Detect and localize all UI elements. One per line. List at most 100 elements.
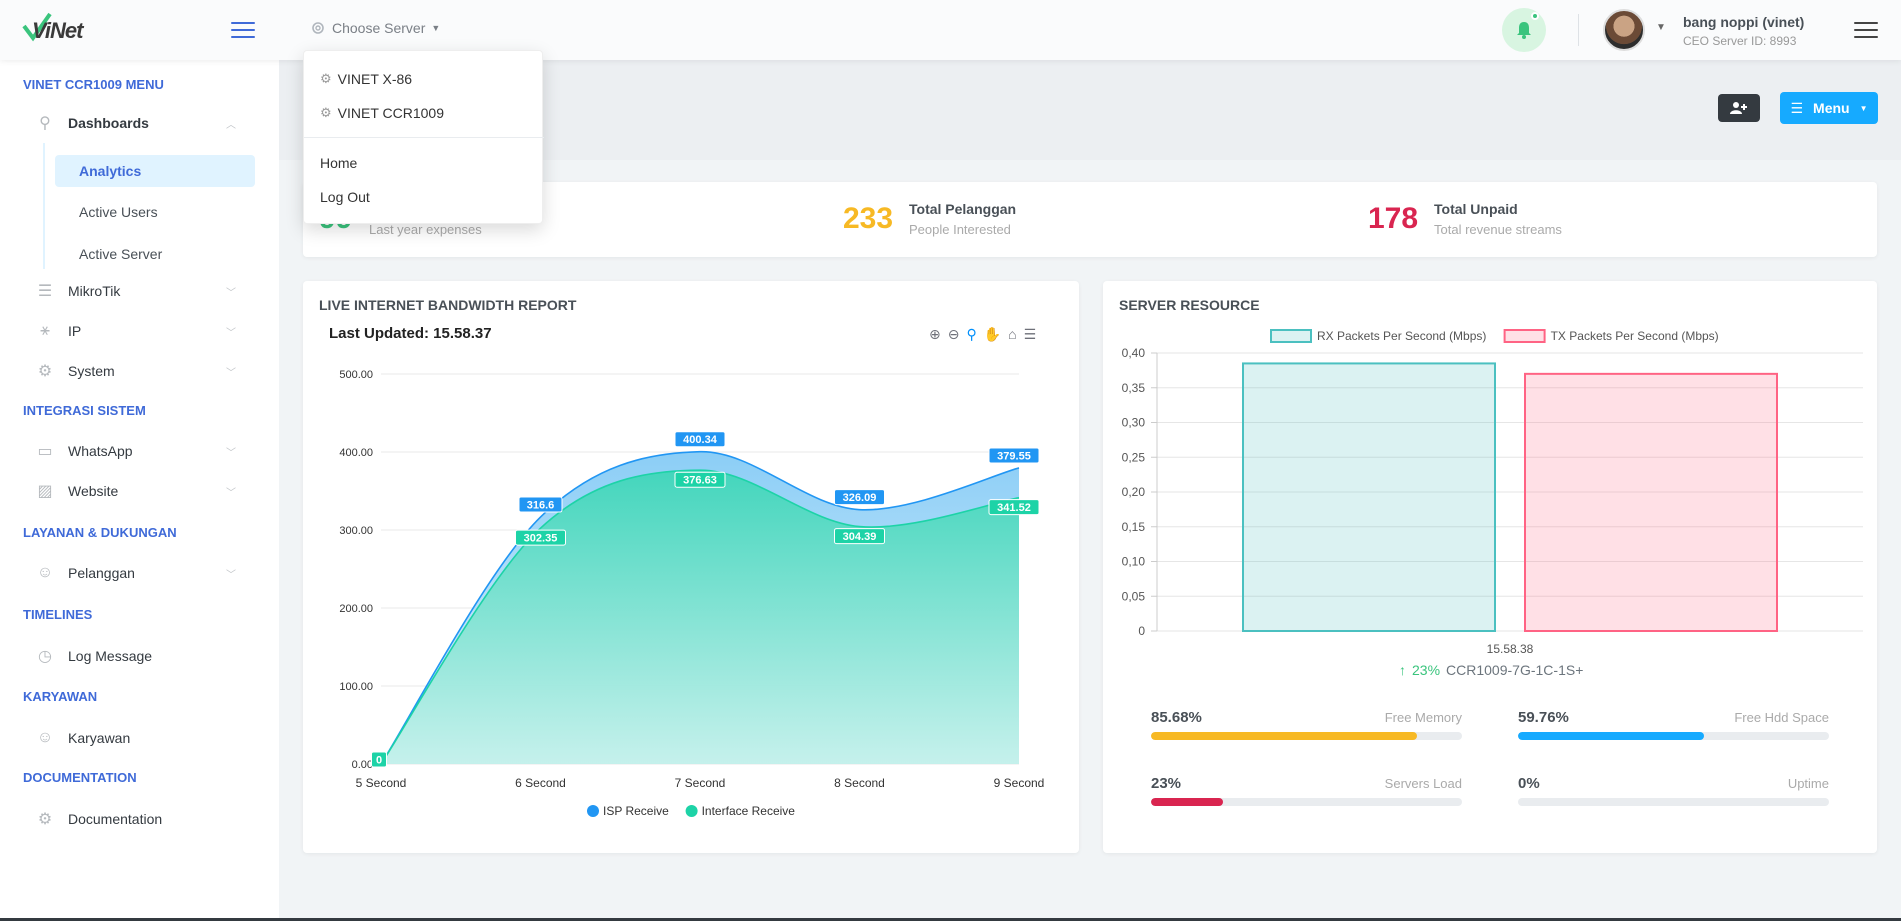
stat-sub: People Interested bbox=[909, 222, 1011, 237]
sidebar-subitem-analytics[interactable]: Analytics bbox=[55, 155, 255, 187]
server-resource-card: SERVER RESOURCE 0 0,05 0,10 0,15 0,20 0,25 0,3… bbox=[1103, 281, 1877, 853]
bottom-bar bbox=[0, 918, 1901, 921]
avatar[interactable] bbox=[1603, 9, 1645, 51]
progress-value: 0% bbox=[1518, 775, 1540, 792]
chevron-down-icon: ﹀ bbox=[226, 569, 236, 581]
stat-title: Total Pelanggan bbox=[909, 201, 1017, 217]
sidebar-item-label: Dashboards bbox=[68, 115, 149, 131]
sidebar-item-label: IP bbox=[68, 323, 82, 339]
bell-icon bbox=[1517, 22, 1531, 39]
caret-down-icon: ▼ bbox=[1859, 103, 1868, 113]
zoom-out-icon[interactable]: ⊖ bbox=[947, 326, 960, 342]
submenu-line bbox=[43, 143, 45, 269]
legend-marker bbox=[1503, 329, 1546, 343]
clock-icon: ◷ bbox=[38, 648, 52, 665]
network-icon: ⚹ bbox=[40, 322, 50, 339]
x-tick-label: 9 Second bbox=[994, 776, 1045, 790]
sidebar-item-log-message[interactable]: ◷ Log Message bbox=[34, 640, 246, 672]
section-documentation: DOCUMENTATION bbox=[23, 770, 137, 785]
home-reset-icon[interactable]: ⌂ bbox=[1008, 326, 1017, 342]
chevron-down-icon[interactable]: ▼ bbox=[1656, 22, 1666, 33]
notification-button[interactable] bbox=[1502, 8, 1546, 52]
list-icon: ☰ bbox=[1790, 99, 1804, 116]
sidebar-item-system[interactable]: ⚙ System ﹀ bbox=[34, 355, 246, 387]
y-tick-label: 0.00 bbox=[352, 759, 373, 771]
progress-bar bbox=[1518, 798, 1829, 806]
dropdown-item-label: VINET CCR1009 bbox=[337, 105, 444, 121]
data-label: 304.39 bbox=[843, 531, 877, 543]
sidebar-item-karyawan[interactable]: ☺ Karyawan bbox=[34, 722, 246, 754]
y-tick-label: 0,10 bbox=[1122, 555, 1146, 569]
x-tick-label: 7 Second bbox=[675, 776, 726, 790]
stat-value: 233 bbox=[843, 202, 894, 235]
chart-menu-icon[interactable]: ☰ bbox=[1023, 326, 1037, 342]
progress-bar bbox=[1151, 732, 1462, 740]
legend-marker bbox=[685, 805, 698, 817]
dropdown-item-home[interactable]: Home bbox=[320, 155, 358, 171]
legend-label: TX Packets Per Second (Mbps) bbox=[1551, 329, 1719, 343]
chevron-down-icon: ﹀ bbox=[226, 367, 236, 379]
dropdown-item-vinet-x86[interactable]: ⚙ VINET X-86 bbox=[320, 71, 412, 87]
sidebar-item-mikrotik[interactable]: ☰ MikroTik ﹀ bbox=[34, 275, 246, 307]
data-label-bg bbox=[834, 489, 885, 506]
y-tick-label: 0 bbox=[1138, 624, 1145, 638]
add-user-button[interactable] bbox=[1718, 94, 1760, 122]
user-role: CEO Server ID: 8993 bbox=[1683, 34, 1797, 48]
pan-hand-icon[interactable]: ✋ bbox=[983, 326, 1002, 342]
legend-marker bbox=[587, 805, 599, 817]
sidebar-item-ip[interactable]: ⚹ IP ﹀ bbox=[34, 315, 246, 347]
dropdown-item-vinet-ccr1009[interactable]: ⚙ VINET CCR1009 bbox=[320, 105, 444, 121]
progress-label: Uptime bbox=[1787, 776, 1829, 791]
vinet-logo[interactable]: ViNet bbox=[22, 12, 92, 48]
sidebar-item-label: Karyawan bbox=[68, 730, 131, 746]
data-label: 302.35 bbox=[524, 533, 558, 545]
data-label-bg bbox=[674, 431, 726, 448]
section-integrasi: INTEGRASI SISTEM bbox=[23, 403, 146, 418]
user-name: bang noppi (vinet) bbox=[1683, 14, 1805, 30]
series-line bbox=[380, 450, 1020, 765]
header-divider bbox=[1578, 14, 1579, 46]
gear-icon: ⚙ bbox=[37, 811, 53, 828]
sidebar-item-label: WhatsApp bbox=[68, 443, 133, 459]
stat-sub: Total revenue streams bbox=[1434, 222, 1562, 237]
sidebar-subitem-active-server[interactable]: Active Server bbox=[79, 246, 163, 262]
section-timelines: TIMELINES bbox=[23, 607, 93, 622]
arrow-up-icon: ↑ bbox=[1399, 662, 1406, 678]
y-tick-label: 0,05 bbox=[1122, 589, 1146, 603]
sidebar-item-dashboards[interactable]: ⚲ Dashboards ︿ bbox=[34, 107, 246, 139]
sidebar-toggle-button[interactable] bbox=[231, 22, 255, 40]
y-tick-label: 0,40 bbox=[1122, 346, 1146, 360]
database-icon: ☰ bbox=[37, 283, 53, 300]
sidebar-subitem-active-users[interactable]: Active Users bbox=[79, 204, 158, 220]
progress-bar bbox=[1151, 798, 1462, 806]
data-label-bg bbox=[371, 751, 387, 768]
sidebar-item-label: Documentation bbox=[68, 811, 163, 827]
section-karyawan: KARYAWAN bbox=[23, 689, 98, 704]
sidebar-item-whatsapp[interactable]: ▭ WhatsApp ﹀ bbox=[34, 435, 246, 467]
data-label: 316.6 bbox=[527, 500, 555, 512]
sidebar-item-documentation[interactable]: ⚙ Documentation bbox=[34, 803, 246, 835]
sidebar-item-pelanggan[interactable]: ☺ Pelanggan ﹀ bbox=[34, 557, 246, 589]
menu-button[interactable]: ☰ Menu ▼ bbox=[1780, 92, 1878, 124]
sidebar-item-website[interactable]: ▨ Website ﹀ bbox=[34, 475, 246, 507]
options-menu-button[interactable] bbox=[1854, 22, 1878, 40]
logo-text: ViNet bbox=[32, 18, 83, 43]
x-tick-label: 6 Second bbox=[515, 776, 566, 790]
zoom-in-icon[interactable]: ⊕ bbox=[929, 326, 941, 342]
x-tick-label: 8 Second bbox=[834, 776, 885, 790]
zoom-select-icon[interactable]: ⚲ bbox=[966, 326, 977, 342]
sidebar-item-label: Log Message bbox=[68, 648, 153, 664]
chart-toolbar: ⊕ ⊖ ⚲ ✋ ⌂ ☰ bbox=[929, 326, 1036, 343]
legend-label: RX Packets Per Second (Mbps) bbox=[1317, 329, 1486, 343]
dropdown-item-logout[interactable]: Log Out bbox=[320, 189, 370, 205]
chevron-down-icon: ﹀ bbox=[226, 287, 236, 299]
y-tick-label: 0,15 bbox=[1122, 520, 1146, 534]
stat-sub: Last year expenses bbox=[369, 222, 482, 237]
last-updated: Last Updated: 15.58.37 bbox=[329, 325, 492, 342]
data-label-bg bbox=[834, 528, 885, 545]
progress-label: Servers Load bbox=[1384, 776, 1462, 791]
gear-icon bbox=[312, 22, 324, 34]
choose-server-button[interactable]: Choose Server ▼ bbox=[310, 20, 440, 36]
top-header: ViNet Choose Server ▼ ▼ bang noppi (vine… bbox=[0, 0, 1901, 60]
chevron-down-icon: ﹀ bbox=[226, 447, 236, 459]
